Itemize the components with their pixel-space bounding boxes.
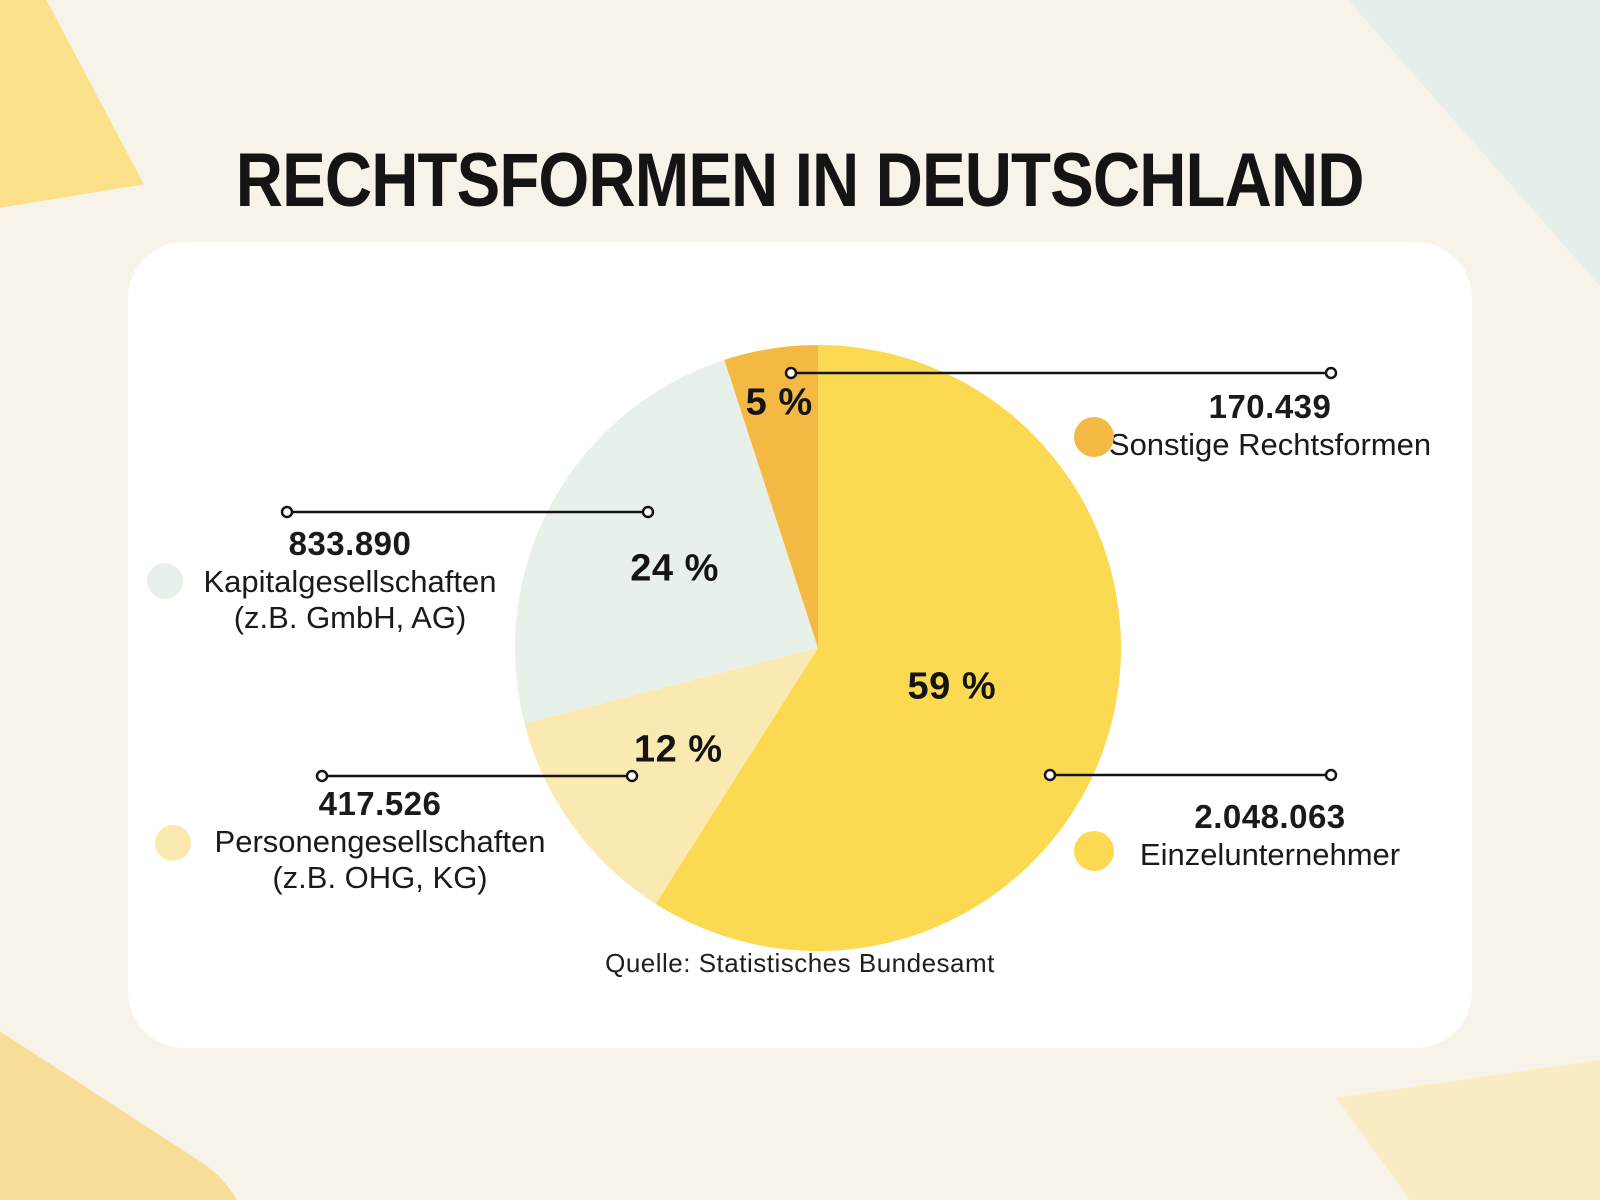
pie-svg: [515, 345, 1121, 951]
legend-dot-personengesellschaften: [155, 825, 191, 861]
page-title: RECHTSFORMEN IN DEUTSCHLAND: [236, 137, 1365, 223]
value-personengesellschaften: 417.526: [318, 785, 442, 822]
callout-einzelunternehmer: 2.048.063 Einzelunternehmer: [1070, 798, 1470, 873]
callout-sonstige: 170.439 Sonstige Rechtsformen: [1070, 388, 1470, 463]
pie-slice-personengesellschaften: [524, 648, 818, 904]
value-kapitalgesellschaften: 833.890: [288, 525, 412, 562]
label-kapitalgesellschaften: Kapitalgesellschaften: [203, 564, 497, 599]
callout-kapitalgesellschaften: 833.890 Kapitalgesellschaften (z.B. GmbH…: [150, 525, 550, 636]
legend-dot-sonstige: [1074, 417, 1114, 457]
value-sonstige: 170.439: [1208, 388, 1332, 425]
decor-triangle-bottom-right: [1336, 1060, 1600, 1200]
label-personengesellschaften: Personengesellschaften: [214, 824, 546, 859]
pie-slice-kapitalgesellschaften: [515, 359, 818, 724]
pie-chart: [515, 345, 1121, 951]
sublabel-personengesellschaften: (z.B. OHG, KG): [272, 860, 488, 895]
sublabel-kapitalgesellschaften: (z.B. GmbH, AG): [233, 600, 467, 635]
pie-slice-sonstige-rechtsformen: [724, 345, 818, 648]
source-note: Quelle: Statistisches Bundesamt: [605, 948, 995, 978]
value-einzelunternehmer: 2.048.063: [1194, 798, 1346, 835]
callout-personengesellschaften: 417.526 Personengesellschaften (z.B. OHG…: [180, 785, 580, 896]
label-einzelunternehmer: Einzelunternehmer: [1139, 837, 1401, 872]
pie-slice-einzelunternehmer: [655, 345, 1121, 951]
label-sonstige: Sonstige Rechtsformen: [1108, 427, 1432, 462]
legend-dot-kapitalgesellschaften: [147, 563, 183, 599]
legend-dot-einzelunternehmer: [1074, 831, 1114, 871]
